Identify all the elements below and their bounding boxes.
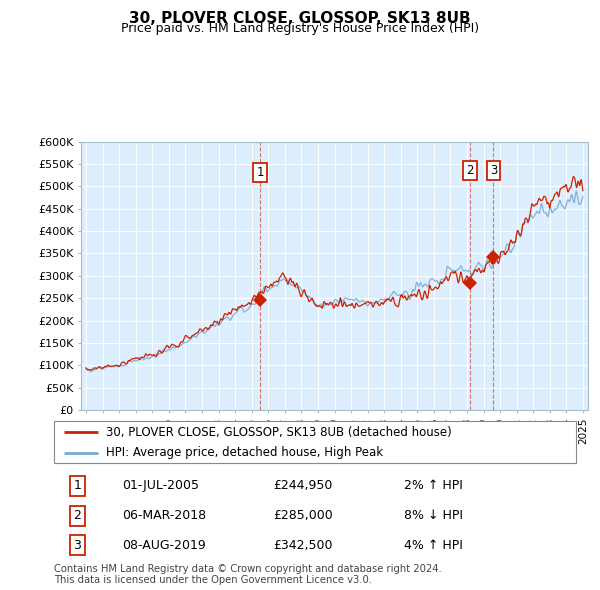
Text: 08-AUG-2019: 08-AUG-2019 — [122, 539, 206, 552]
Text: 8% ↓ HPI: 8% ↓ HPI — [404, 509, 463, 522]
Text: 30, PLOVER CLOSE, GLOSSOP, SK13 8UB: 30, PLOVER CLOSE, GLOSSOP, SK13 8UB — [129, 11, 471, 25]
Text: 3: 3 — [74, 539, 82, 552]
Text: 30, PLOVER CLOSE, GLOSSOP, SK13 8UB (detached house): 30, PLOVER CLOSE, GLOSSOP, SK13 8UB (det… — [106, 425, 452, 438]
Text: 3: 3 — [490, 164, 497, 177]
Text: 1: 1 — [74, 480, 82, 493]
Text: 2: 2 — [466, 164, 473, 177]
Text: 06-MAR-2018: 06-MAR-2018 — [122, 509, 206, 522]
Text: 01-JUL-2005: 01-JUL-2005 — [122, 480, 199, 493]
Text: 1: 1 — [256, 166, 263, 179]
Text: HPI: Average price, detached house, High Peak: HPI: Average price, detached house, High… — [106, 447, 383, 460]
Text: £342,500: £342,500 — [273, 539, 333, 552]
Text: 4% ↑ HPI: 4% ↑ HPI — [404, 539, 463, 552]
Text: £285,000: £285,000 — [273, 509, 333, 522]
Text: £244,950: £244,950 — [273, 480, 332, 493]
Text: 2% ↑ HPI: 2% ↑ HPI — [404, 480, 463, 493]
Text: 2: 2 — [74, 509, 82, 522]
Text: Price paid vs. HM Land Registry's House Price Index (HPI): Price paid vs. HM Land Registry's House … — [121, 22, 479, 35]
Text: Contains HM Land Registry data © Crown copyright and database right 2024.
This d: Contains HM Land Registry data © Crown c… — [54, 563, 442, 585]
